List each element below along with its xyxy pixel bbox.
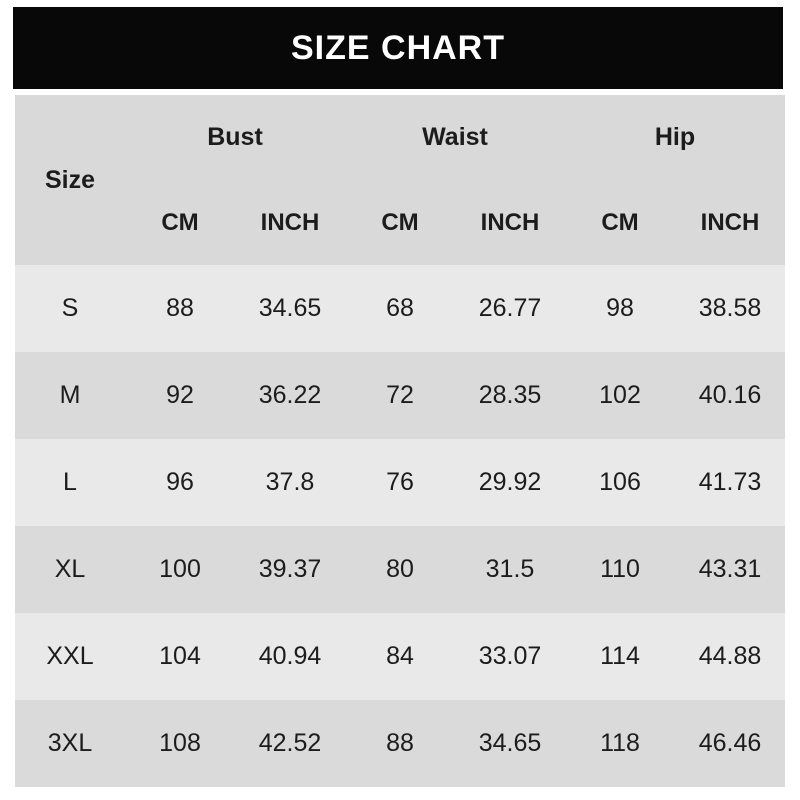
- bust-inch-value: 36.22: [258, 381, 322, 409]
- waist-inch-value: 31.5: [485, 555, 535, 583]
- size-value: M: [59, 381, 81, 409]
- waist-inch-value: 33.07: [478, 642, 542, 670]
- hip-cm-value: 118: [600, 729, 640, 757]
- waist-cm-value: 76: [386, 468, 414, 496]
- waist-cm-value: 68: [386, 294, 414, 322]
- hip-cm-value: 114: [600, 642, 640, 670]
- bust-inch-value: 39.37: [258, 555, 322, 583]
- table-row-l: L 96 37.8 76 29.92 106 41.73: [15, 439, 785, 526]
- hip-inch-value: 38.58: [698, 294, 762, 322]
- table-row-m: M 92 36.22 72 28.35 102 40.16: [15, 352, 785, 439]
- waist-inch-value: 26.77: [478, 294, 542, 322]
- bust-cm-value: 96: [166, 468, 194, 496]
- bust-cm-value: 108: [159, 729, 201, 757]
- size-value: L: [63, 468, 77, 496]
- hip-inch-value: 44.88: [698, 642, 762, 670]
- waist-cm-value: 84: [386, 642, 414, 670]
- group-header-waist: Waist: [422, 123, 488, 151]
- unit-header-bust-inch: INCH: [260, 208, 320, 236]
- size-value: XXL: [46, 642, 94, 670]
- waist-inch-value: 29.92: [478, 468, 542, 496]
- bust-cm-value: 88: [166, 294, 194, 322]
- size-value: XL: [54, 555, 86, 583]
- unit-header-hip-inch: INCH: [700, 208, 760, 236]
- hip-cm-value: 110: [600, 555, 640, 583]
- hip-cm-value: 106: [599, 468, 641, 496]
- unit-header-waist-inch: INCH: [480, 208, 540, 236]
- table-header: Size Bust Waist Hip CM INCH CM INCH CM I…: [15, 95, 785, 265]
- bust-inch-value: 42.52: [258, 729, 322, 757]
- waist-cm-value: 72: [386, 381, 414, 409]
- hip-cm-value: 98: [606, 294, 634, 322]
- waist-cm-value: 88: [386, 729, 414, 757]
- size-table: Size Bust Waist Hip CM INCH CM INCH CM I…: [15, 95, 785, 787]
- hip-inch-value: 46.46: [698, 729, 762, 757]
- unit-header-bust-cm: CM: [161, 208, 199, 236]
- hip-inch-value: 43.31: [698, 555, 762, 583]
- title-bar: SIZE CHART: [13, 7, 783, 89]
- hip-cm-value: 102: [599, 381, 641, 409]
- hip-inch-value: 41.73: [698, 468, 762, 496]
- unit-header-hip-cm: CM: [601, 208, 639, 236]
- unit-header-waist-cm: CM: [381, 208, 419, 236]
- column-header-size: Size: [44, 165, 96, 194]
- size-value: S: [61, 294, 79, 322]
- bust-inch-value: 34.65: [258, 294, 322, 322]
- bust-cm-value: 104: [159, 642, 201, 670]
- table-row-xxl: XXL 104 40.94 84 33.07 114 44.88: [15, 613, 785, 700]
- page-title: SIZE CHART: [291, 28, 505, 67]
- bust-inch-value: 40.94: [258, 642, 322, 670]
- bust-cm-value: 92: [166, 381, 194, 409]
- group-header-hip: Hip: [654, 123, 696, 151]
- bust-cm-value: 100: [159, 555, 201, 583]
- table-row-s: S 88 34.65 68 26.77 98 38.58: [15, 265, 785, 352]
- table-row-3xl: 3XL 108 42.52 88 34.65 118 46.46: [15, 700, 785, 787]
- group-header-bust: Bust: [207, 123, 263, 151]
- waist-inch-value: 28.35: [478, 381, 542, 409]
- hip-inch-value: 40.16: [698, 381, 762, 409]
- waist-inch-value: 34.65: [478, 729, 542, 757]
- table-row-xl: XL 100 39.37 80 31.5 110 43.31: [15, 526, 785, 613]
- size-value: 3XL: [47, 729, 93, 757]
- bust-inch-value: 37.8: [265, 468, 315, 496]
- waist-cm-value: 80: [386, 555, 414, 583]
